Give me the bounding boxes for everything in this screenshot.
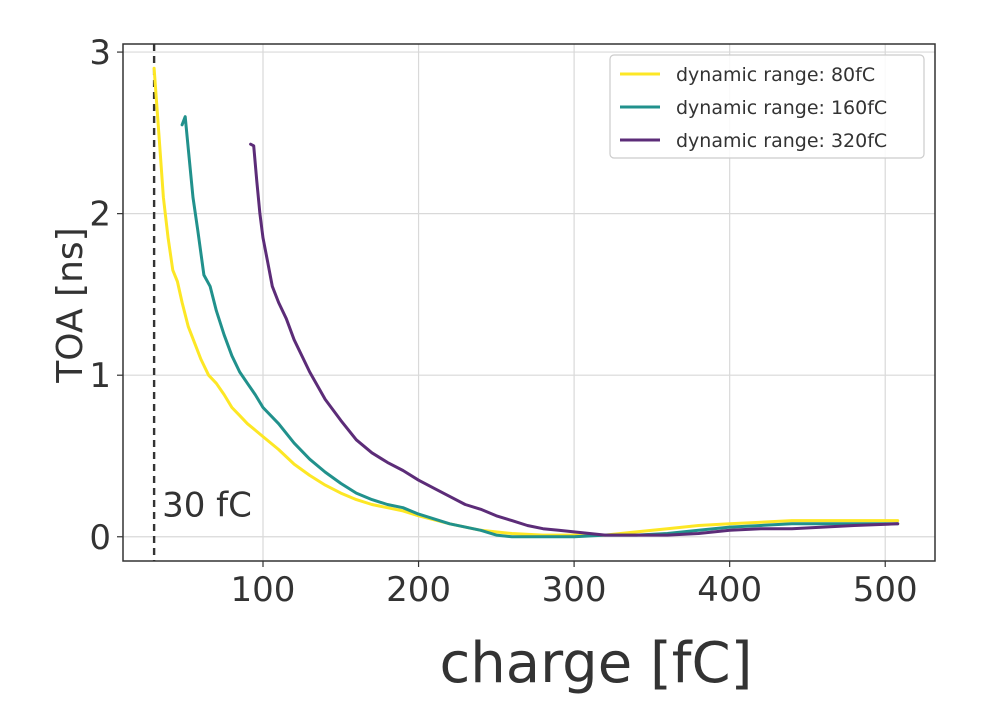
legend-label-3: dynamic range: 320fC bbox=[676, 130, 887, 152]
series-line-1 bbox=[152, 66, 900, 537]
x-axis-title: charge [fC] bbox=[440, 631, 753, 696]
axis-ticks: 100 200 300 400 500 0 1 2 3 bbox=[89, 33, 917, 610]
series-line-3 bbox=[249, 142, 900, 537]
y-axis-title: TOA [ns] bbox=[50, 227, 91, 383]
legend-label-1: dynamic range: 80fC bbox=[676, 64, 875, 86]
series-group bbox=[152, 66, 900, 539]
legend-label-2: dynamic range: 160fC bbox=[676, 97, 887, 119]
plot-area-frame bbox=[122, 43, 936, 562]
legend-box bbox=[609, 54, 925, 159]
x-tick-label: 200 bbox=[386, 570, 451, 610]
x-tick-label: 500 bbox=[853, 570, 918, 610]
x-tick-label: 300 bbox=[542, 570, 607, 610]
y-tick-label: 2 bbox=[89, 195, 111, 235]
y-tick-label: 3 bbox=[89, 33, 111, 73]
annotation-label: 30 fC bbox=[162, 485, 252, 525]
y-tick-label: 1 bbox=[89, 356, 111, 396]
series-line-2 bbox=[180, 115, 900, 539]
x-tick-label: 400 bbox=[697, 570, 762, 610]
y-tick-label: 0 bbox=[89, 518, 111, 558]
x-tick-label: 100 bbox=[231, 570, 296, 610]
legend: dynamic range: 80fC dynamic range: 160fC d… bbox=[609, 54, 925, 159]
